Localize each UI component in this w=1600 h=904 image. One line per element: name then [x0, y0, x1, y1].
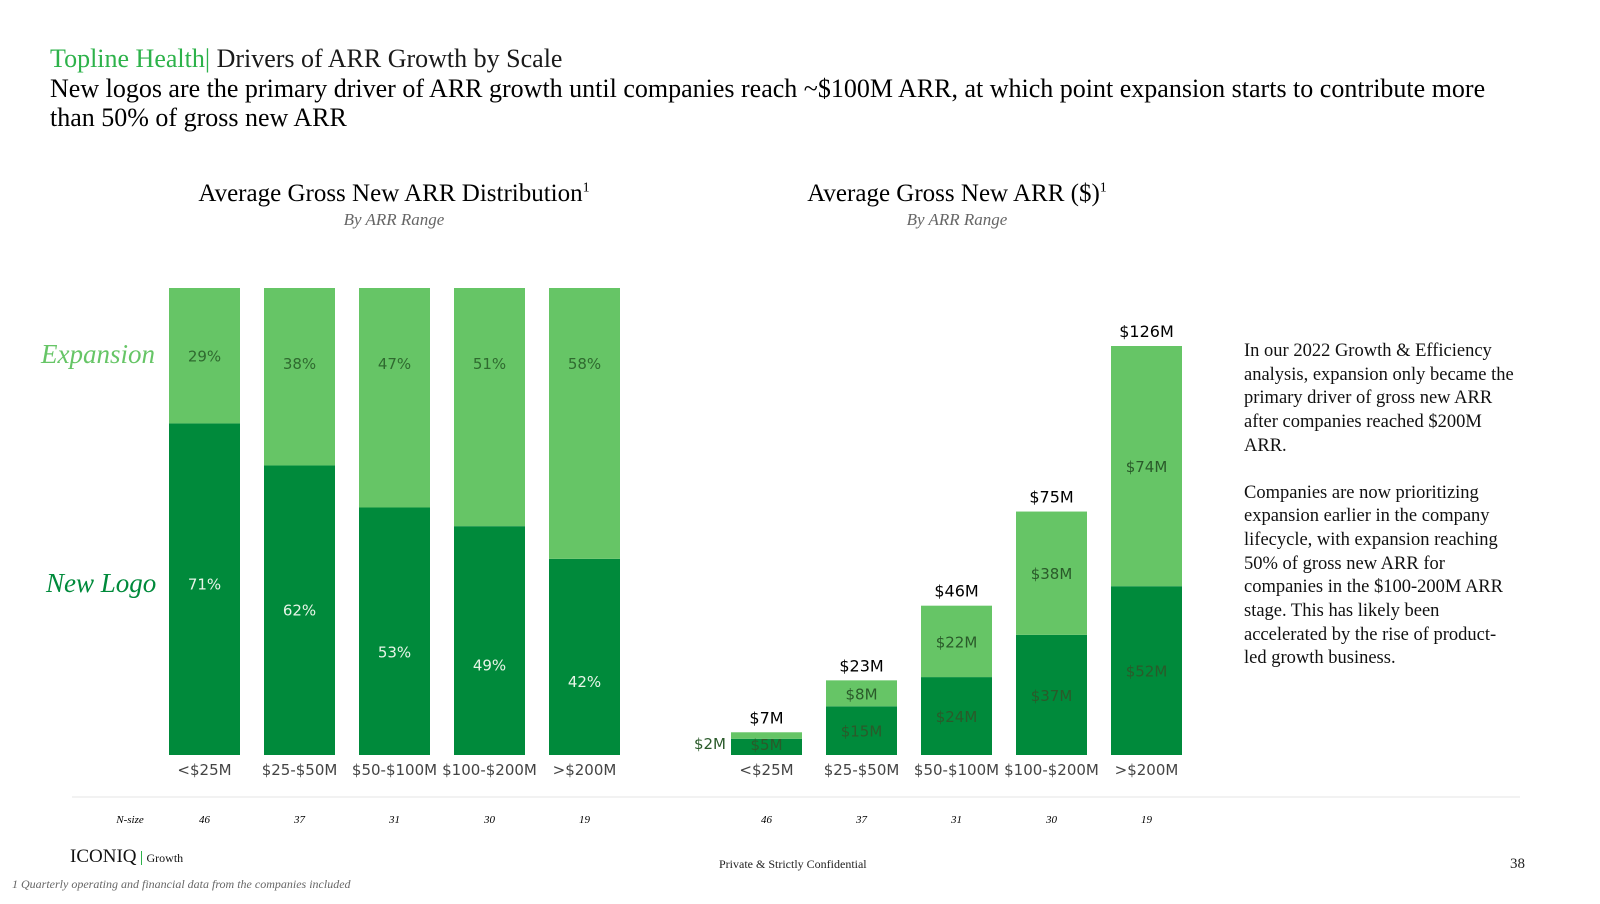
n-size-value: 19 — [1141, 814, 1153, 826]
label-new-logo: $52M — [1126, 663, 1168, 681]
slide-title: Drivers of ARR Growth by Scale — [216, 44, 563, 73]
label-total: $75M — [1029, 488, 1073, 507]
n-size-value: 37 — [293, 814, 306, 826]
x-tick-label: $25-$50M — [824, 761, 900, 779]
label-new-logo: $5M — [750, 736, 782, 754]
bar-new-logo — [169, 423, 240, 755]
label-new-logo: $37M — [1031, 687, 1073, 705]
label-new-logo: $15M — [841, 723, 883, 741]
label-expansion: 58% — [568, 355, 601, 373]
x-tick-label: >$200M — [553, 761, 617, 779]
label-total: $23M — [839, 656, 883, 675]
chart1-title: Average Gross New ARR Distribution1 — [94, 180, 694, 208]
chart2-title-text: Average Gross New ARR ($) — [807, 180, 1100, 207]
iconiq-logo: ICONIQ Growth — [70, 846, 184, 869]
section-label: Topline Health| — [50, 44, 211, 73]
bar-new-logo — [731, 738, 802, 755]
headline: New logos are the primary driver of ARR … — [50, 74, 1486, 132]
n-size-value: 30 — [1045, 814, 1058, 826]
bar-new-logo — [264, 465, 335, 755]
n-size-value: 46 — [761, 814, 773, 826]
n-size-value: 30 — [483, 814, 496, 826]
bar-expansion — [359, 288, 430, 508]
bar-expansion — [169, 288, 240, 424]
label-new-logo: 49% — [473, 657, 506, 675]
n-size-value: 46 — [199, 814, 211, 826]
chart2-title: Average Gross New ARR ($)1 — [657, 180, 1257, 208]
page-number: 38 — [1510, 856, 1525, 872]
bar-new-logo — [1016, 634, 1087, 755]
chart1-title-sup: 1 — [582, 180, 590, 196]
x-tick-label: $50-$100M — [914, 761, 999, 779]
bar-new-logo — [921, 677, 992, 755]
bar-new-logo — [359, 507, 430, 755]
x-tick-label: >$200M — [1115, 761, 1179, 779]
bar-new-logo — [454, 526, 525, 755]
n-size-value: 37 — [855, 814, 868, 826]
kicker: Topline Health| Drivers of ARR Growth by… — [50, 44, 562, 74]
label-new-logo: 62% — [283, 601, 316, 619]
label-new-logo: 53% — [378, 643, 411, 661]
confidential-label: Private & Strictly Confidential — [719, 857, 867, 871]
n-size-value: 31 — [950, 814, 962, 826]
x-tick-label: <$25M — [177, 761, 231, 779]
commentary-p2: Companies are now prioritizing expansion… — [1244, 482, 1503, 669]
chart2-title-sup: 1 — [1099, 180, 1107, 196]
bar-expansion — [454, 288, 525, 527]
n-size-value: 19 — [579, 814, 591, 826]
label-new-logo: 42% — [568, 673, 601, 691]
legend-expansion: Expansion — [41, 339, 155, 369]
commentary: In our 2022 Growth & Efficiency analysis… — [1244, 340, 1514, 694]
label-expansion: $74M — [1126, 458, 1168, 476]
label-expansion: 47% — [378, 355, 411, 373]
label-expansion: $2M — [694, 735, 726, 753]
x-tick-label: <$25M — [739, 761, 793, 779]
bar-expansion — [826, 680, 897, 707]
commentary-p1: In our 2022 Growth & Efficiency analysis… — [1244, 341, 1514, 456]
legend-new-logo: New Logo — [46, 568, 157, 598]
bar-new-logo — [549, 558, 620, 755]
label-expansion: $38M — [1031, 565, 1073, 583]
logo-sub: Growth — [140, 851, 184, 865]
label-expansion: 51% — [473, 355, 506, 373]
label-total: $126M — [1119, 322, 1174, 341]
footnote: 1 Quarterly operating and financial data… — [12, 877, 351, 891]
bar-expansion — [731, 732, 802, 739]
bar-new-logo — [1111, 586, 1182, 755]
bar-expansion — [549, 288, 620, 559]
x-tick-label: $100-$200M — [1004, 761, 1099, 779]
label-total: $46M — [934, 582, 978, 601]
label-expansion: $22M — [936, 633, 978, 651]
chart1-subtitle: By ARR Range — [343, 210, 445, 229]
label-new-logo: 71% — [188, 575, 221, 593]
label-new-logo: $24M — [936, 708, 978, 726]
label-expansion: 29% — [188, 348, 221, 366]
bar-new-logo — [826, 706, 897, 755]
x-tick-label: $25-$50M — [262, 761, 338, 779]
label-total: $7M — [749, 708, 783, 727]
bar-expansion — [921, 605, 992, 678]
x-tick-label: $100-$200M — [442, 761, 537, 779]
n-size-value: 31 — [388, 814, 400, 826]
chart2-subtitle: By ARR Range — [906, 210, 1008, 229]
bar-expansion — [1016, 511, 1087, 635]
label-expansion: $8M — [845, 685, 877, 703]
logo-text: ICONIQ — [70, 846, 137, 867]
x-tick-label: $50-$100M — [352, 761, 437, 779]
chart1-title-text: Average Gross New ARR Distribution — [198, 180, 583, 207]
bar-expansion — [1111, 346, 1182, 587]
bar-expansion — [264, 288, 335, 466]
n-size-label: N-size — [115, 814, 144, 826]
label-expansion: 38% — [283, 355, 316, 373]
